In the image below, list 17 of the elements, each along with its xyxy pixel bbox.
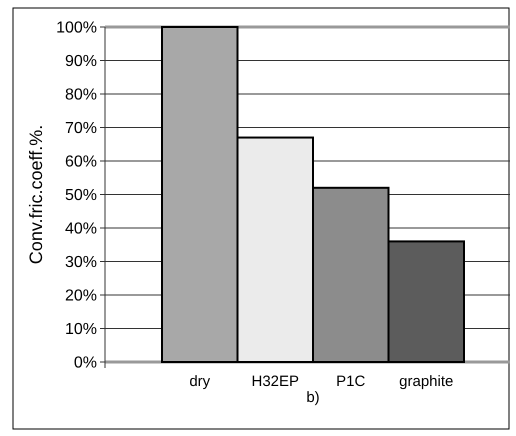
y-axis-title: Conv.fric.coeff.%.	[26, 124, 46, 264]
text: b)	[306, 389, 320, 406]
x-tick-label: H32EP	[251, 373, 300, 390]
x-tick-label: P1C	[336, 373, 366, 390]
y-tick-label: 60%	[64, 154, 97, 171]
x-tick-label: graphite	[399, 373, 454, 390]
x-tick-label: dry	[189, 373, 211, 390]
y-tick-label: 90%	[64, 53, 97, 70]
y-tick-label: 80%	[64, 86, 97, 104]
y-tick-label: 20%	[64, 288, 97, 305]
y-tick-label: 50%	[64, 187, 97, 204]
y-tick-label: 70%	[64, 120, 97, 138]
y-tick-label: 100%	[56, 20, 97, 37]
y-tick-label: 30%	[64, 254, 97, 272]
y-tick-label: 40%	[64, 220, 97, 238]
y-tick-label: 0%	[74, 354, 97, 372]
y-tick-label: 10%	[64, 321, 97, 338]
